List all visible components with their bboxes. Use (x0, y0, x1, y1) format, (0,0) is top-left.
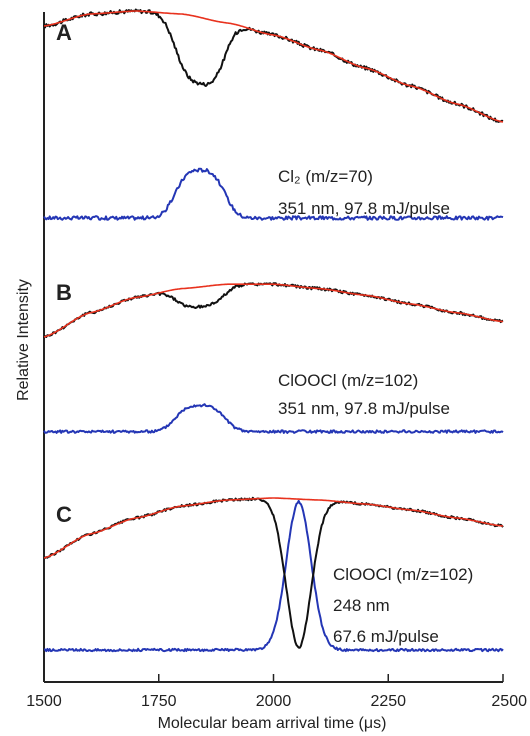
x-tick-label: 2250 (370, 693, 406, 710)
x-tick-label: 2000 (256, 693, 292, 710)
panel-label-b: B (56, 280, 72, 305)
panel-c-energy: 67.6 mJ/pulse (333, 627, 439, 646)
baseline-fit-c (43, 497, 504, 559)
x-tick-label: 1750 (141, 693, 177, 710)
y-axis-title: Relative Intensity (15, 279, 32, 401)
depletion-trace-b (43, 403, 504, 434)
x-tick-label: 2500 (491, 693, 527, 710)
x-axis-title: Molecular beam arrival time (μs) (158, 715, 387, 732)
panel-b-species: ClOOCl (m/z=102) (278, 371, 418, 390)
panel-a-species: Cl₂ (m/z=70) (278, 167, 373, 186)
panel-label-c: C (56, 502, 72, 527)
signal-trace-b (43, 282, 504, 339)
panel-a-conditions: 351 nm, 97.8 mJ/pulse (278, 199, 450, 218)
panel-label-a: A (56, 20, 72, 45)
baseline-fit-b (43, 283, 504, 338)
signal-trace-a (43, 8, 504, 123)
depletion-trace-a (43, 167, 504, 221)
depletion-trace-c (43, 499, 504, 653)
panel-b-conditions: 351 nm, 97.8 mJ/pulse (278, 399, 450, 418)
x-tick-label: 1500 (26, 693, 62, 710)
baseline-fit-a (43, 10, 504, 123)
panel-c-wavelength: 248 nm (333, 596, 390, 615)
x-tick-group: 1500 1750 2000 2250 2500 (26, 674, 527, 710)
panel-c-species: ClOOCl (m/z=102) (333, 565, 473, 584)
data-series-group (43, 8, 504, 653)
